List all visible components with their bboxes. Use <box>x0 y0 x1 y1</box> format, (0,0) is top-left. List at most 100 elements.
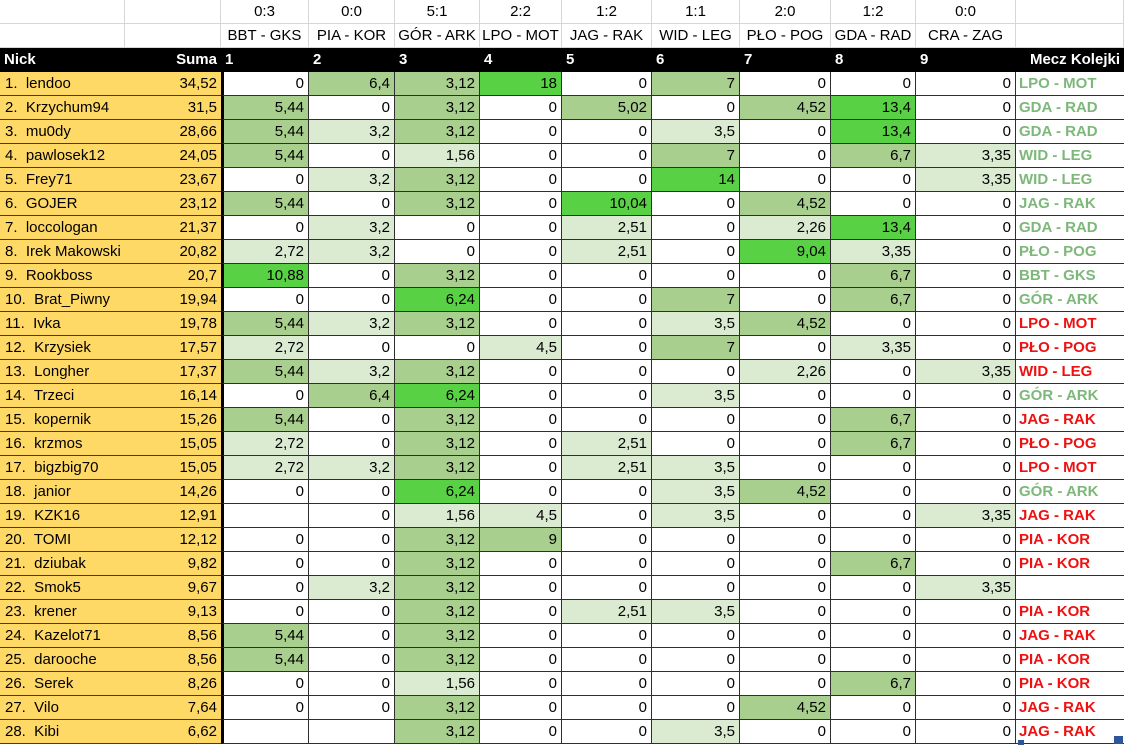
score-cell[interactable]: 2,51 <box>562 432 652 456</box>
score-cell[interactable]: 0 <box>916 672 1016 696</box>
score-cell[interactable]: 0 <box>831 72 916 96</box>
score-cell[interactable]: 4,52 <box>740 192 831 216</box>
player-nick[interactable]: 22. Smok5 <box>0 576 125 600</box>
score-cell[interactable]: 0 <box>480 432 562 456</box>
score-cell[interactable]: 3,12 <box>395 120 480 144</box>
score-cell[interactable]: 0 <box>562 576 652 600</box>
player-total[interactable]: 21,37 <box>125 216 221 240</box>
score-cell[interactable]: 3,2 <box>309 216 395 240</box>
score-cell[interactable]: 0 <box>562 504 652 528</box>
player-pick[interactable]: PIA - KOR <box>1016 528 1124 552</box>
score-cell[interactable]: 4,52 <box>740 480 831 504</box>
score-cell[interactable]: 6,7 <box>831 672 916 696</box>
player-nick[interactable]: 26. Serek <box>0 672 125 696</box>
score-cell[interactable]: 2,72 <box>221 432 309 456</box>
match-score[interactable]: 2:0 <box>740 0 831 24</box>
score-cell[interactable]: 0 <box>740 648 831 672</box>
score-cell[interactable]: 1,56 <box>395 144 480 168</box>
score-cell[interactable]: 0 <box>916 72 1016 96</box>
score-cell[interactable]: 3,35 <box>916 360 1016 384</box>
score-cell[interactable]: 0 <box>652 432 740 456</box>
score-cell[interactable]: 3,35 <box>831 336 916 360</box>
score-cell[interactable]: 7 <box>652 336 740 360</box>
score-cell[interactable]: 0 <box>916 456 1016 480</box>
score-cell[interactable]: 3,35 <box>916 504 1016 528</box>
score-cell[interactable]: 3,12 <box>395 600 480 624</box>
score-cell[interactable]: 0 <box>916 288 1016 312</box>
player-total[interactable]: 31,5 <box>125 96 221 120</box>
score-cell[interactable]: 6,7 <box>831 264 916 288</box>
score-cell[interactable]: 3,12 <box>395 360 480 384</box>
score-cell[interactable]: 2,72 <box>221 336 309 360</box>
score-cell[interactable]: 0 <box>480 264 562 288</box>
player-nick[interactable]: 20. TOMI <box>0 528 125 552</box>
score-cell[interactable]: 0 <box>916 96 1016 120</box>
match-name[interactable]: WID - LEG <box>652 24 740 48</box>
score-cell[interactable]: 0 <box>740 144 831 168</box>
score-cell[interactable]: 0 <box>740 504 831 528</box>
player-total[interactable]: 9,67 <box>125 576 221 600</box>
score-cell[interactable]: 3,5 <box>652 456 740 480</box>
score-cell[interactable]: 0 <box>652 192 740 216</box>
score-cell[interactable]: 0 <box>309 624 395 648</box>
score-cell[interactable]: 0 <box>831 600 916 624</box>
score-cell[interactable]: 0 <box>309 696 395 720</box>
score-cell[interactable]: 0 <box>831 624 916 648</box>
score-cell[interactable]: 0 <box>916 528 1016 552</box>
score-cell[interactable]: 0 <box>562 360 652 384</box>
score-cell[interactable]: 5,44 <box>221 192 309 216</box>
score-cell[interactable]: 0 <box>652 216 740 240</box>
score-cell[interactable]: 0 <box>652 648 740 672</box>
score-cell[interactable]: 5,44 <box>221 144 309 168</box>
player-pick[interactable]: JAG - RAK <box>1016 408 1124 432</box>
score-cell[interactable]: 3,12 <box>395 408 480 432</box>
player-nick[interactable]: 15. kopernik <box>0 408 125 432</box>
score-cell[interactable]: 4,52 <box>740 312 831 336</box>
score-cell[interactable]: 3,5 <box>652 504 740 528</box>
player-total[interactable]: 15,05 <box>125 456 221 480</box>
score-cell[interactable]: 0 <box>916 600 1016 624</box>
score-cell[interactable]: 3,12 <box>395 528 480 552</box>
score-cell[interactable]: 0 <box>652 624 740 648</box>
player-total[interactable]: 12,12 <box>125 528 221 552</box>
column-header-nick[interactable]: Nick <box>0 48 125 72</box>
score-cell[interactable]: 0 <box>831 576 916 600</box>
player-nick[interactable]: 7. loccologan <box>0 216 125 240</box>
score-cell[interactable]: 0 <box>831 480 916 504</box>
score-cell[interactable]: 3,12 <box>395 576 480 600</box>
column-header-match-5[interactable]: 5 <box>562 48 652 72</box>
score-cell[interactable]: 2,51 <box>562 240 652 264</box>
score-cell[interactable]: 6,24 <box>395 288 480 312</box>
score-cell[interactable]: 3,12 <box>395 312 480 336</box>
player-total[interactable]: 19,94 <box>125 288 221 312</box>
player-total[interactable]: 8,56 <box>125 648 221 672</box>
score-cell[interactable]: 0 <box>831 504 916 528</box>
player-nick[interactable]: 21. dziubak <box>0 552 125 576</box>
score-cell[interactable]: 3,35 <box>916 144 1016 168</box>
player-pick[interactable] <box>1016 576 1124 600</box>
player-pick[interactable]: PŁO - POG <box>1016 432 1124 456</box>
player-total[interactable]: 16,14 <box>125 384 221 408</box>
score-cell[interactable]: 0 <box>221 384 309 408</box>
score-cell[interactable]: 0 <box>480 576 562 600</box>
score-cell[interactable]: 0 <box>309 264 395 288</box>
score-cell[interactable]: 0 <box>480 672 562 696</box>
score-cell[interactable]: 0 <box>480 144 562 168</box>
score-cell[interactable]: 0 <box>740 672 831 696</box>
score-cell[interactable]: 3,5 <box>652 384 740 408</box>
player-pick[interactable]: JAG - RAK <box>1016 720 1124 744</box>
score-cell[interactable]: 0 <box>916 648 1016 672</box>
match-name[interactable]: BBT - GKS <box>221 24 309 48</box>
score-cell[interactable]: 3,12 <box>395 192 480 216</box>
player-nick[interactable]: 14. Trzeci <box>0 384 125 408</box>
score-cell[interactable]: 0 <box>740 384 831 408</box>
score-cell[interactable]: 0 <box>221 528 309 552</box>
score-cell[interactable]: 0 <box>740 168 831 192</box>
match-score[interactable]: 1:2 <box>831 0 916 24</box>
player-total[interactable]: 15,05 <box>125 432 221 456</box>
score-cell[interactable]: 0 <box>480 216 562 240</box>
score-cell[interactable]: 3,12 <box>395 696 480 720</box>
score-cell[interactable]: 0 <box>395 216 480 240</box>
score-cell[interactable]: 0 <box>309 672 395 696</box>
score-cell[interactable]: 0 <box>916 480 1016 504</box>
